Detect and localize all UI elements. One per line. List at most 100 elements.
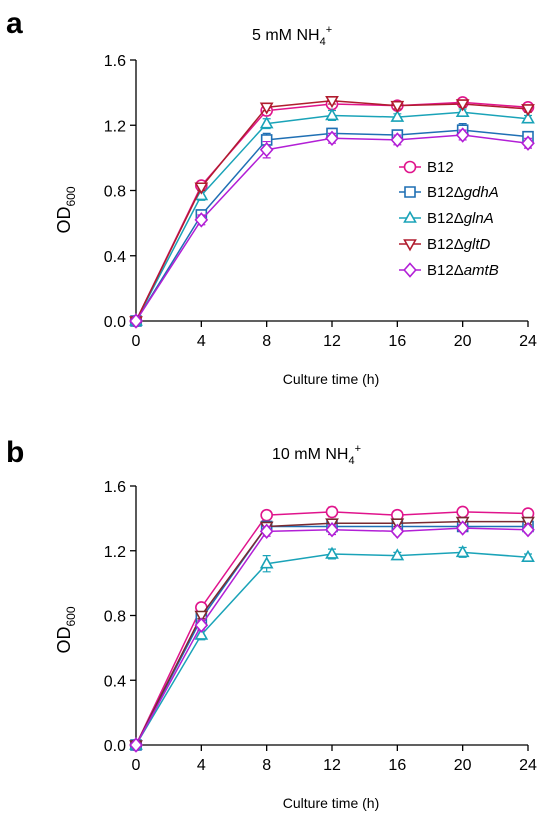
legend-item-b12-amtb: B12ΔamtB bbox=[399, 262, 499, 279]
panel-a-y-tick-label: 1.2 bbox=[104, 118, 126, 135]
panel-a-y-tick-label: 0.0 bbox=[104, 314, 126, 331]
legend-label-b12: B12 bbox=[427, 159, 454, 176]
panel-a-x-axis-title: Culture time (h) bbox=[283, 371, 379, 387]
legend-symbol-b12 bbox=[403, 160, 417, 174]
panel-b-series-b12-gltd-point bbox=[194, 610, 209, 623]
panel-b-series-b12-point bbox=[325, 505, 339, 519]
panel-b-series-b12-amtb-point bbox=[390, 523, 405, 540]
panel-b-y-tick-label: 0.8 bbox=[104, 609, 126, 626]
panel-b-x-tick-label: 12 bbox=[323, 757, 341, 774]
panel-b-y-tick-label: 1.6 bbox=[104, 479, 126, 496]
panel-a-legend: B12 B12ΔgdhA B12ΔglnA B12ΔgltD B12ΔamtB bbox=[399, 159, 499, 279]
panel-b-series-b12-glna bbox=[129, 544, 535, 750]
panel-b-series-b12-amtb-point bbox=[521, 521, 535, 538]
panel-b-series-b12 bbox=[129, 505, 535, 752]
panel-b-series-b12-glna-point bbox=[325, 546, 339, 559]
legend-label-b12-amtb: B12ΔamtB bbox=[427, 262, 499, 279]
panel-a-x-tick-label: 0 bbox=[132, 333, 141, 350]
panel-a-y-axis-title: OD600 bbox=[54, 186, 78, 233]
panel-a-series-b12-gltd-point bbox=[194, 182, 209, 195]
legend-symbol-b12-gdha bbox=[404, 186, 416, 198]
panel-a-series-b12-glna-point bbox=[390, 109, 405, 122]
panel-a-series-b12-gltd-point bbox=[455, 99, 470, 112]
panel-b-series-b12-amtb-point bbox=[194, 617, 209, 633]
panel-a-x-tick-label: 8 bbox=[262, 333, 271, 350]
legend-label-b12-glna: B12ΔglnA bbox=[427, 210, 494, 227]
panel-a-series-b12-amtb-point bbox=[521, 135, 535, 151]
panel-b-y-tick-label: 0.0 bbox=[104, 738, 126, 755]
panel-a-x-tick-label: 20 bbox=[454, 333, 472, 350]
panel-a-series-b12-glna-point bbox=[259, 116, 274, 129]
panel-a-series-b12-gltd bbox=[129, 95, 535, 329]
panel-letter-b: b bbox=[6, 436, 24, 469]
panel-a-series-b12-amtb-point bbox=[390, 132, 405, 148]
panel-b-x-tick-label: 8 bbox=[262, 757, 271, 774]
panel-a-series-b12-glna-point bbox=[325, 108, 339, 121]
panel-a-x-tick-label: 16 bbox=[388, 333, 406, 350]
panel-a-y-tick-label: 1.6 bbox=[104, 53, 126, 70]
panel-b-series-b12-amtb bbox=[129, 520, 535, 753]
panel-b-series-b12-amtb-point bbox=[325, 521, 339, 538]
panel-a-series-b12-gdha-point bbox=[260, 134, 273, 146]
legend-label-b12-gltd: B12ΔgltD bbox=[427, 236, 491, 253]
panel-b-series-b12-amtb-point bbox=[455, 520, 470, 536]
legend-marker-b12-gltd bbox=[399, 239, 421, 252]
panel-a-series-b12-gltd-point bbox=[390, 100, 405, 114]
panel-a-series-b12-amtb-point bbox=[194, 212, 209, 228]
panel-a-series-b12-glna-point bbox=[521, 111, 535, 124]
panel-b-y-tick-label: 0.4 bbox=[104, 673, 126, 690]
legend-item-b12-gdha: B12ΔgdhA bbox=[399, 184, 499, 201]
panel-b-y-axis-title: OD600 bbox=[54, 606, 78, 653]
legend-symbol-b12-glna bbox=[403, 210, 417, 223]
panel-a-series-b12-amtb-point bbox=[129, 313, 143, 329]
panel-b-series-b12-point bbox=[260, 508, 273, 522]
panel-b-x-tick-label: 20 bbox=[454, 757, 472, 774]
panel-a-y-tick-label: 0.4 bbox=[104, 249, 126, 266]
panel-a-series-b12-amtb-point bbox=[455, 127, 470, 143]
panel-b-series-b12-point bbox=[456, 505, 469, 519]
panel-b-series bbox=[129, 505, 535, 753]
panel-a-series-b12-gltd-point bbox=[521, 104, 535, 117]
panel-a: a 5 mM NH4+ OD600 Culture time (h) 0 4 8 12… bbox=[6, 7, 537, 387]
panel-b-x-tick-label: 24 bbox=[519, 757, 537, 774]
panel-b-x-tick-label: 0 bbox=[132, 757, 141, 774]
panel-b-series-b12-amtb-point bbox=[129, 737, 143, 753]
panel-b-title: 10 mM NH4+ bbox=[272, 443, 361, 467]
legend-label-b12-gdha: B12ΔgdhA bbox=[427, 184, 499, 201]
panel-a-x-tick-label: 12 bbox=[323, 333, 341, 350]
panel-a-series-b12-gltd-point bbox=[259, 102, 274, 115]
panel-b-series-b12-glna-point bbox=[455, 544, 470, 558]
panel-b-y-tick-label: 1.2 bbox=[104, 544, 126, 561]
panel-b-axes: 0 4 8 12 16 20 24 0.0 0.4 0.8 1.2 1.6 bbox=[104, 479, 537, 774]
legend-marker-b12-glna bbox=[399, 210, 421, 223]
panel-a-series-b12-gltd-point bbox=[325, 95, 339, 109]
panel-b-series-b12-glna-line bbox=[135, 551, 529, 746]
panel-a-series-b12-amtb-line bbox=[135, 134, 529, 322]
legend-marker-b12-gdha bbox=[399, 186, 421, 198]
panel-a-x-tick-label: 4 bbox=[197, 333, 206, 350]
legend-symbol-b12-gltd bbox=[403, 239, 417, 252]
legend-marker-b12-amtb bbox=[399, 262, 421, 278]
panel-a-y-tick-label: 0.8 bbox=[104, 184, 126, 201]
panel-b-series-b12-glna-point bbox=[390, 548, 405, 561]
legend-item-b12-gltd: B12ΔgltD bbox=[399, 236, 491, 253]
panel-a-series bbox=[129, 95, 535, 329]
panel-b-x-tick-label: 4 bbox=[197, 757, 206, 774]
panel-b: b 10 mM NH4+ OD600 Culture time (h) 0 4 8 1… bbox=[6, 436, 537, 811]
panel-b-x-tick-label: 16 bbox=[388, 757, 406, 774]
panel-b-series-b12-glna-point bbox=[194, 627, 209, 640]
legend-symbol-b12-amtb bbox=[403, 262, 417, 278]
panel-a-x-tick-label: 24 bbox=[519, 333, 537, 350]
panel-a-axes: 0 4 8 12 16 20 24 0.0 0.4 0.8 1.2 1.6 bbox=[104, 53, 537, 350]
panel-a-series-b12-amtb-point bbox=[325, 130, 339, 147]
panel-a-title: 5 mM NH4+ bbox=[252, 24, 332, 48]
legend-item-b12: B12 bbox=[399, 159, 454, 176]
panel-a-series-b12-amtb bbox=[129, 127, 535, 329]
panel-b-series-b12-glna-point bbox=[259, 556, 274, 569]
panel-letter-a: a bbox=[6, 7, 23, 40]
legend-marker-b12 bbox=[399, 160, 421, 174]
panel-b-series-b12-amtb-point bbox=[259, 523, 274, 540]
panel-b-series-b12-amtb-line bbox=[135, 527, 529, 746]
panel-b-series-b12-glna-point bbox=[521, 549, 535, 563]
